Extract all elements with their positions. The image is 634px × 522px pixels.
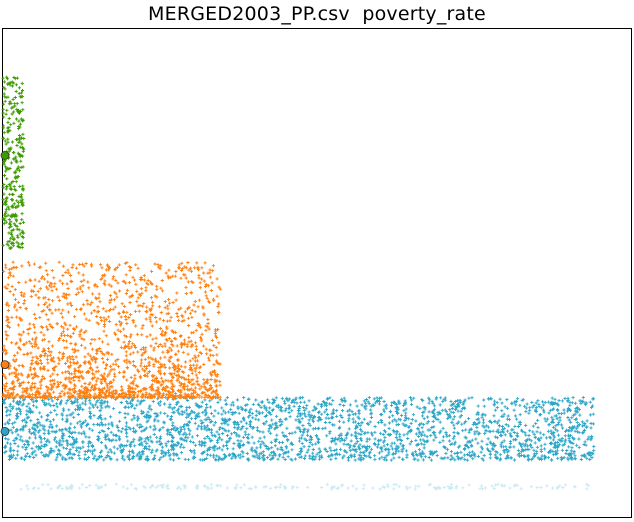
points-layer [1, 75, 596, 491]
series-1-point-marks [19, 482, 590, 491]
series-3-points [1, 75, 26, 250]
chart-title: MERGED2003_PP.csv poverty_rate [148, 3, 486, 25]
series-2-points [1, 260, 222, 400]
series-3-point-marks [1, 75, 26, 250]
series-2-marker [0, 360, 10, 370]
series-0-points [1, 395, 596, 462]
series-1-points [19, 482, 590, 491]
series-2-point-marks [1, 260, 222, 400]
series-3-marker [0, 151, 10, 160]
series-markers [0, 151, 10, 436]
series-0-point-marks [1, 395, 596, 462]
series-0-marker [0, 426, 10, 436]
